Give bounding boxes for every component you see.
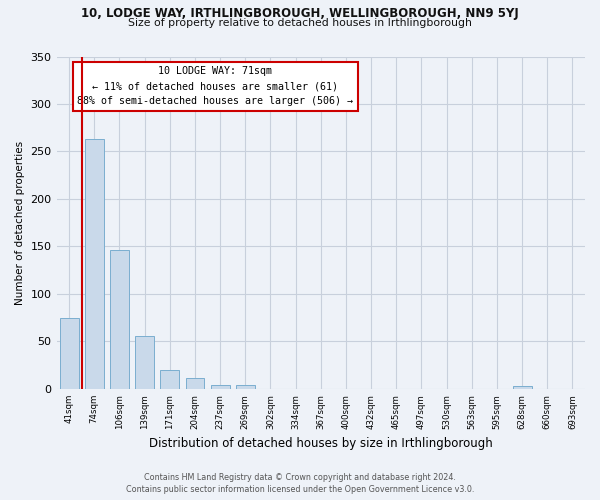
Bar [135,336,154,389]
Bar [185,378,205,389]
Text: 10 LODGE WAY: 71sqm
← 11% of detached houses are smaller (61)
88% of semi-detach: 10 LODGE WAY: 71sqm ← 11% of detached ho… [77,66,353,106]
Bar [211,385,230,389]
Bar [236,385,255,389]
Text: Size of property relative to detached houses in Irthlingborough: Size of property relative to detached ho… [128,18,472,28]
Text: 10, LODGE WAY, IRTHLINGBOROUGH, WELLINGBOROUGH, NN9 5YJ: 10, LODGE WAY, IRTHLINGBOROUGH, WELLINGB… [81,8,519,20]
Bar [160,370,179,389]
X-axis label: Distribution of detached houses by size in Irthlingborough: Distribution of detached houses by size … [149,437,493,450]
Text: Contains HM Land Registry data © Crown copyright and database right 2024.
Contai: Contains HM Land Registry data © Crown c… [126,472,474,494]
Bar [110,250,129,389]
Y-axis label: Number of detached properties: Number of detached properties [15,140,25,305]
Bar [85,139,104,389]
Bar [59,318,79,389]
Bar [512,386,532,389]
